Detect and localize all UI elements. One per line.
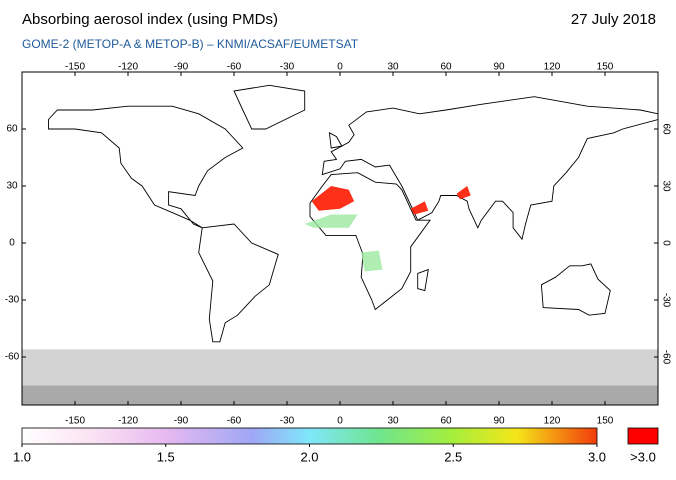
aerosol-high <box>456 186 471 200</box>
lon-label-bottom: 120 <box>544 416 561 427</box>
lon-label-top: 120 <box>544 62 561 73</box>
lon-label-bottom: -90 <box>174 416 189 427</box>
lon-label-top: 90 <box>493 62 505 73</box>
title: Absorbing aerosol index (using PMDs) <box>22 11 278 28</box>
lon-label-bottom: -30 <box>280 416 295 427</box>
aerosol-high <box>311 186 355 211</box>
lat-label-right: 30 <box>660 180 671 192</box>
lon-label-top: 30 <box>387 62 399 73</box>
overflow-label: >3.0 <box>630 449 656 464</box>
lat-label-right: -60 <box>660 350 671 365</box>
subtitle: GOME-2 (METOP-A & METOP-B) – KNMI/ACSAF/… <box>22 37 359 51</box>
lat-label-left: 30 <box>6 181 18 192</box>
lon-label-top: -120 <box>118 62 138 73</box>
lon-label-bottom: 90 <box>493 416 505 427</box>
lat-label-left: -60 <box>5 352 20 363</box>
lon-label-bottom: 60 <box>440 416 452 427</box>
lon-label-bottom: -60 <box>227 416 242 427</box>
antarctic-band <box>22 385 658 405</box>
lon-label-top: 150 <box>597 62 614 73</box>
lat-label-left: -30 <box>5 295 20 306</box>
lat-label-right: 60 <box>660 123 671 135</box>
lon-label-bottom: 0 <box>337 416 343 427</box>
lat-label-right: -30 <box>660 293 671 308</box>
date: 27 July 2018 <box>571 11 656 28</box>
land-australia <box>540 263 611 316</box>
lat-label-right: 0 <box>660 240 671 246</box>
map <box>22 84 658 405</box>
colorbar-label: 1.5 <box>157 449 175 464</box>
colorbar <box>21 427 598 445</box>
land-south-america <box>198 223 279 343</box>
land-madagascar <box>417 268 429 292</box>
lon-label-bottom: -150 <box>65 416 85 427</box>
land-eurasia <box>321 96 658 241</box>
lon-label-top: -30 <box>280 62 295 73</box>
colorbar-overflow <box>627 427 659 445</box>
colorbar-label: 3.0 <box>588 449 606 464</box>
aerosol-high <box>410 201 429 215</box>
land-uk <box>328 131 343 149</box>
lon-label-top: -60 <box>227 62 242 73</box>
land-greenland <box>233 84 306 130</box>
aerosol-mid <box>361 250 383 272</box>
lat-label-left: 0 <box>9 238 15 249</box>
lon-label-top: 60 <box>440 62 452 73</box>
land-north-america <box>48 105 244 229</box>
lon-label-bottom: 30 <box>387 416 399 427</box>
colorbar-label: 2.5 <box>444 449 462 464</box>
colorbar-label: 2.0 <box>300 449 318 464</box>
lon-label-bottom: -120 <box>118 416 138 427</box>
lat-label-left: 60 <box>6 124 18 135</box>
aerosol-mid <box>304 214 358 228</box>
lon-label-top: -90 <box>174 62 189 73</box>
colorbar-label: 1.0 <box>13 449 31 464</box>
lon-label-bottom: 150 <box>597 416 614 427</box>
lon-label-top: -150 <box>65 62 85 73</box>
lon-label-top: 0 <box>337 62 343 73</box>
